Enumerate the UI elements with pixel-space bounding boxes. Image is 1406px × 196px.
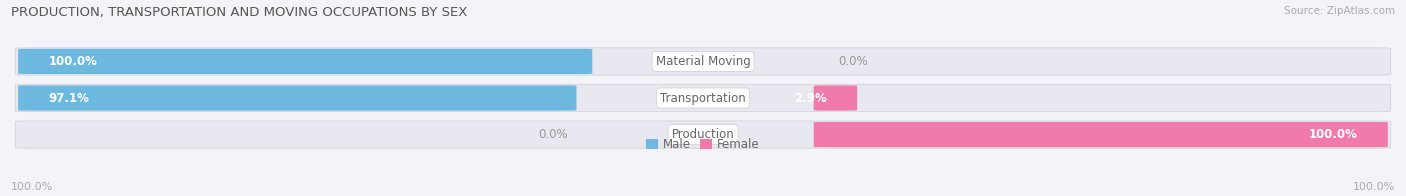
FancyBboxPatch shape <box>814 122 1388 147</box>
Text: 100.0%: 100.0% <box>11 182 53 192</box>
FancyBboxPatch shape <box>18 85 576 111</box>
Legend: Male, Female: Male, Female <box>641 133 765 156</box>
FancyBboxPatch shape <box>15 48 1391 75</box>
Text: 100.0%: 100.0% <box>1309 128 1357 141</box>
Text: 0.0%: 0.0% <box>537 128 568 141</box>
FancyBboxPatch shape <box>15 84 1391 112</box>
Text: 100.0%: 100.0% <box>49 55 97 68</box>
FancyBboxPatch shape <box>18 49 592 74</box>
Text: Transportation: Transportation <box>661 92 745 104</box>
Text: 100.0%: 100.0% <box>1353 182 1395 192</box>
Text: Source: ZipAtlas.com: Source: ZipAtlas.com <box>1284 6 1395 16</box>
Text: 0.0%: 0.0% <box>838 55 869 68</box>
FancyBboxPatch shape <box>814 85 858 111</box>
FancyBboxPatch shape <box>15 121 1391 148</box>
Text: Production: Production <box>672 128 734 141</box>
Text: Material Moving: Material Moving <box>655 55 751 68</box>
Text: PRODUCTION, TRANSPORTATION AND MOVING OCCUPATIONS BY SEX: PRODUCTION, TRANSPORTATION AND MOVING OC… <box>11 6 468 19</box>
Text: 2.9%: 2.9% <box>794 92 827 104</box>
Text: 97.1%: 97.1% <box>49 92 90 104</box>
